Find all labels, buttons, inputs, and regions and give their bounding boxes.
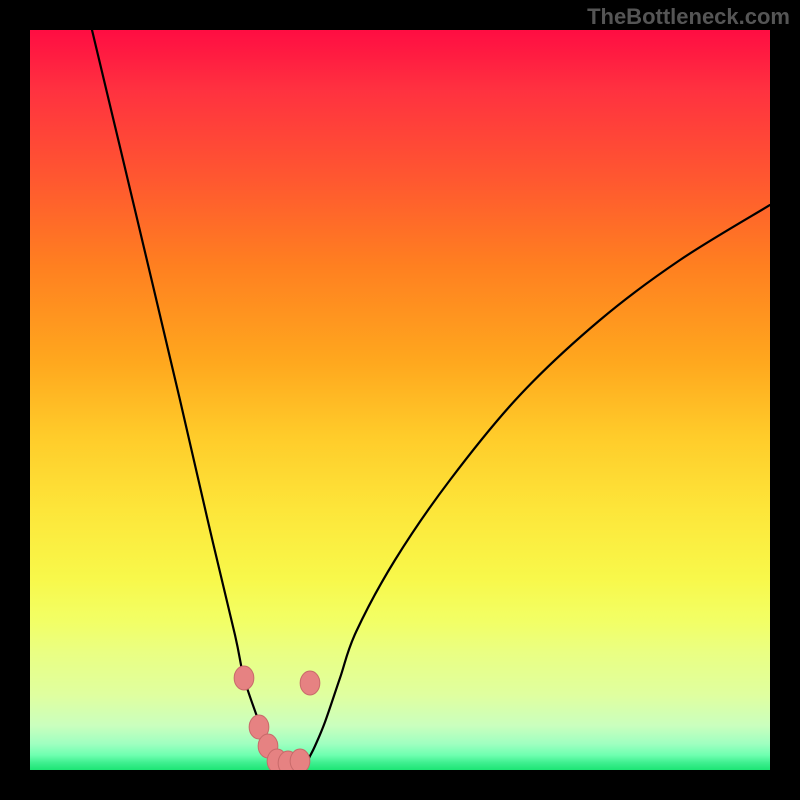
curve-marker xyxy=(290,749,310,770)
curve-markers xyxy=(234,666,320,770)
plot-area xyxy=(30,30,770,770)
curve-marker xyxy=(300,671,320,695)
chart-container: TheBottleneck.com xyxy=(0,0,800,800)
bottleneck-curve xyxy=(92,30,770,770)
curve-layer xyxy=(30,30,770,770)
watermark-text: TheBottleneck.com xyxy=(587,4,790,30)
curve-marker xyxy=(234,666,254,690)
